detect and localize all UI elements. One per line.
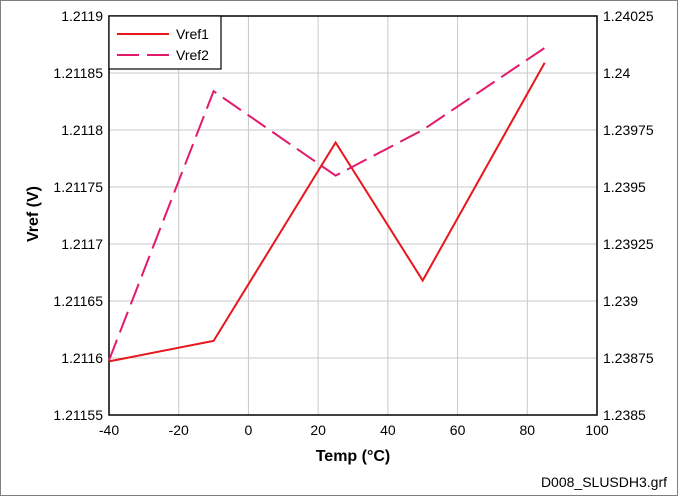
series-line-vref2 [108,47,546,361]
y-right-tick-label: 1.2385 [603,407,646,423]
legend-label-vref2: Vref2 [176,47,209,63]
y-axis-left-ticks: 1.21155 1.2116 1.21165 1.2117 1.21175 1.2118 1… [53,8,103,423]
series-layer [108,47,546,363]
y-left-tick-label: 1.21165 [53,293,103,309]
y-left-tick-label: 1.21185 [53,65,103,81]
y-right-tick-label: 1.23925 [603,236,654,252]
x-tick-label: 0 [245,422,253,438]
footer-label: D008_SLUSDH3.grf [541,474,667,490]
plot-area [108,15,598,416]
x-tick-label: -20 [169,422,189,438]
x-tick-label: 20 [310,422,326,438]
y-right-tick-label: 1.23875 [603,350,654,366]
grid [108,15,598,416]
y-left-tick-label: 1.21155 [53,407,103,423]
x-axis-ticks: -40 -20 0 20 40 60 80 100 [99,422,609,438]
y-left-tick-label: 1.2119 [61,8,103,24]
y-left-tick-label: 1.2118 [61,122,103,138]
series-line-vref1 [108,62,546,363]
y-axis-title: Vref (V) [25,186,42,242]
x-tick-label: 60 [450,422,466,438]
y-left-tick-label: 1.2117 [61,236,103,252]
x-axis-title: Temp (°C) [316,448,391,465]
y-right-tick-label: 1.24025 [603,8,654,24]
y-left-tick-label: 1.2116 [61,350,103,366]
x-tick-label: 40 [380,422,396,438]
y-left-tick-label: 1.21175 [53,179,103,195]
y-axis-right-ticks: 1.2385 1.23875 1.239 1.23925 1.2395 1.23975 1.… [603,8,654,423]
y-right-tick-label: 1.239 [603,293,638,309]
legend-box [108,15,222,70]
x-tick-label: 80 [519,422,535,438]
y-right-tick-label: 1.24 [603,65,630,81]
y-right-tick-label: 1.23975 [603,122,654,138]
legend-label-vref1: Vref1 [176,26,209,42]
x-tick-label: -40 [99,422,119,438]
y-right-tick-label: 1.2395 [603,179,646,195]
legend: Vref1 Vref2 [108,15,222,70]
x-tick-label: 100 [585,422,609,438]
